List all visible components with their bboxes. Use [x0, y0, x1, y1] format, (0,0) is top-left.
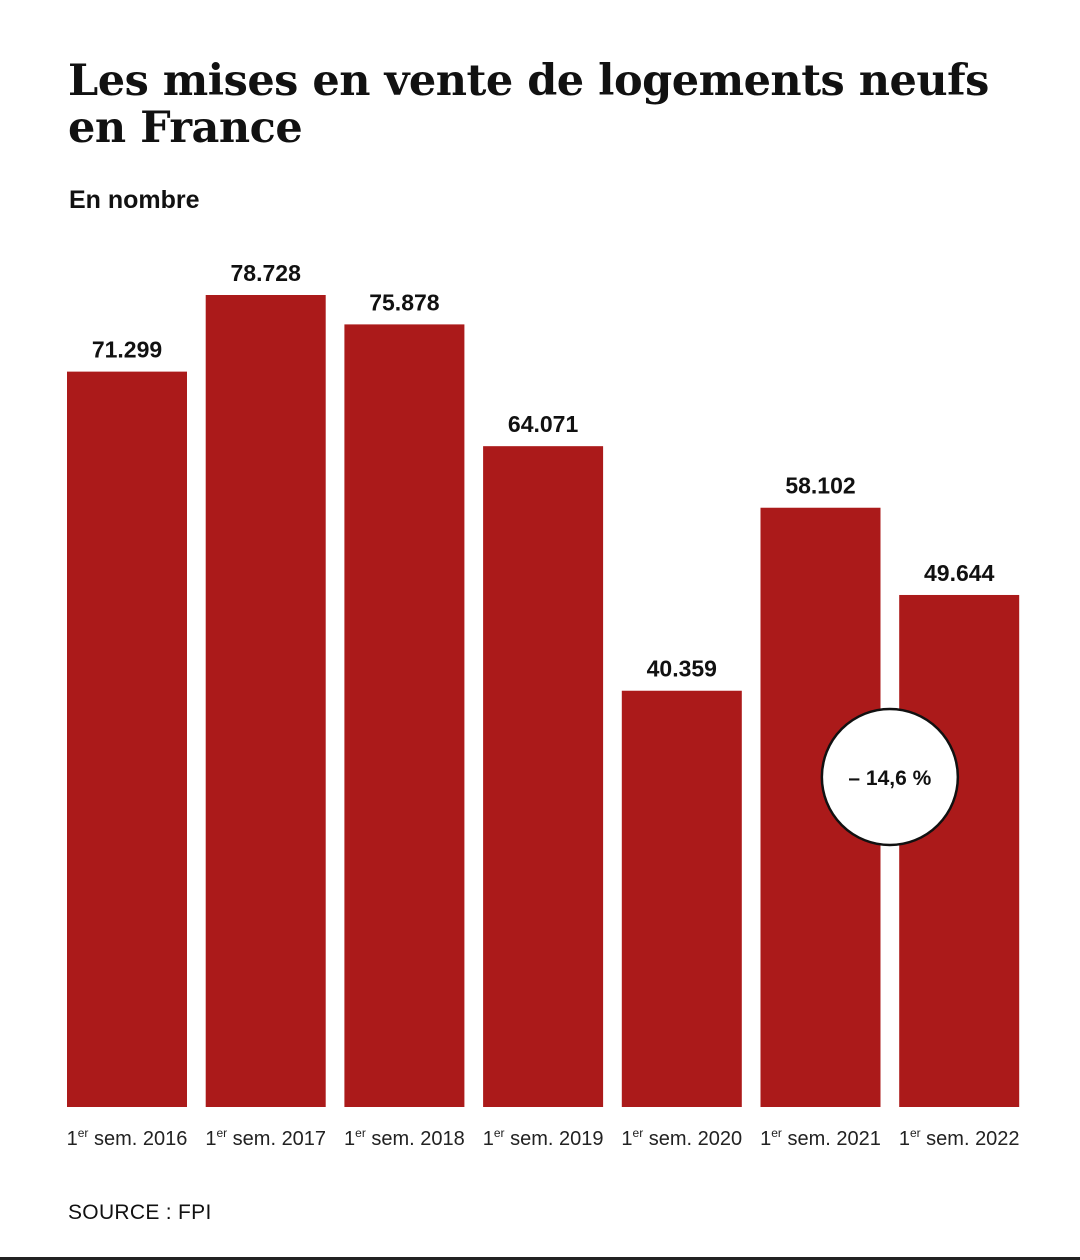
- value-label-6: 49.644: [924, 560, 995, 586]
- chart-subtitle: En nombre: [69, 186, 200, 214]
- x-tick-label-4: 1er sem. 2020: [621, 1126, 742, 1150]
- source-note: SOURCE : FPI: [68, 1201, 212, 1224]
- x-tick-label-5: 1er sem. 2021: [760, 1126, 881, 1150]
- value-label-5: 58.102: [785, 473, 855, 499]
- change-badge-circle: [820, 707, 960, 847]
- x-tick-label-0: 1er sem. 2016: [67, 1126, 188, 1150]
- chart-title: Les mises en vente de logements neufs en…: [68, 56, 989, 153]
- value-label-1: 78.728: [231, 260, 302, 286]
- x-tick-label-1: 1er sem. 2017: [205, 1126, 326, 1150]
- bar-1: [205, 295, 326, 1107]
- change-badge-label: – 14,6 %: [848, 767, 931, 790]
- bar-0: [67, 371, 187, 1107]
- change-badge: – 14,6 %: [820, 707, 960, 847]
- value-label-2: 75.878: [369, 289, 440, 315]
- bar-2: [344, 324, 465, 1107]
- x-tick-label-3: 1er sem. 2019: [483, 1126, 604, 1150]
- bar-4: [621, 690, 742, 1107]
- bar-6: [899, 594, 1020, 1107]
- bar-chart: 71.299 1er sem. 2016 78.728 1er sem. 2017 75…: [67, 260, 1020, 1150]
- value-label-3: 64.071: [508, 411, 579, 437]
- bottom-divider: [0, 1257, 1080, 1260]
- value-label-0: 71.299: [92, 337, 162, 363]
- x-tick-label-6: 1er sem. 2022: [899, 1126, 1020, 1150]
- x-tick-label-2: 1er sem. 2018: [344, 1126, 465, 1150]
- bar-3: [483, 446, 604, 1107]
- value-label-4: 40.359: [647, 656, 717, 682]
